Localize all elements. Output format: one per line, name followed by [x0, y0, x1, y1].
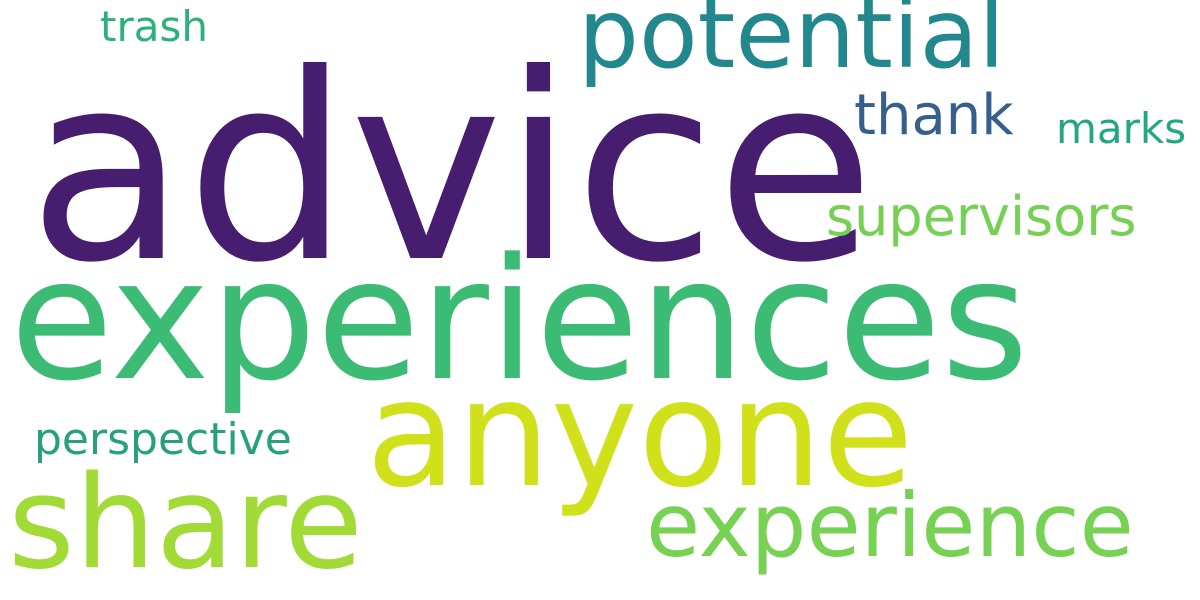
word-potential: potential — [578, 0, 1006, 90]
word-thank: thank — [854, 83, 1014, 148]
word-anyone: anyone — [366, 348, 914, 520]
word-experiences: experiences — [10, 222, 1029, 418]
word-share: share — [8, 449, 363, 598]
word-perspective: perspective — [34, 414, 292, 465]
word-experience: experience — [646, 474, 1134, 577]
word-advice: advice — [28, 19, 875, 319]
word-marks: marks — [1056, 104, 1187, 153]
word-supervisors: supervisors — [826, 185, 1137, 248]
word-trash: trash — [100, 2, 208, 51]
